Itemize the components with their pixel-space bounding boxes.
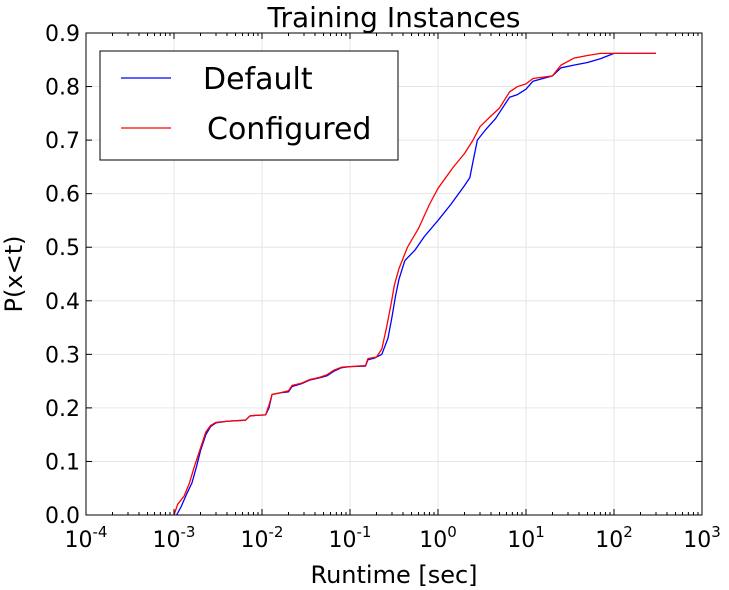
series-line-configured [173,52,656,516]
legend-label-configured: Configured [207,112,371,147]
x-tick-label: 100 [419,523,457,553]
x-tick-label: 102 [595,523,633,553]
x-tick-label: 10-4 [65,523,108,553]
y-tick-label: 0.2 [45,397,80,422]
series-layer [173,52,656,516]
y-tick-label: 0.0 [45,504,80,529]
y-tick-label: 0.5 [45,236,80,261]
legend-box [99,50,399,161]
chart-title: Training Instances [266,1,520,34]
x-tick-label: 101 [507,523,545,553]
y-tick-label: 0.6 [45,183,80,208]
x-tick-label: 10-3 [153,523,196,553]
x-tick-label: 10-2 [241,523,284,553]
y-tick-label: 0.9 [45,22,80,47]
tick-layer: 10-4 10-3 10-2 10-1 100 101 102 103 0.0 0.1 0.2 0.3… [45,22,721,553]
legend: Default Configured [99,50,399,161]
x-axis-title: Runtime [sec] [310,561,477,589]
plot-frame [85,32,703,516]
x-tick-label: 103 [683,523,721,553]
y-tick-label: 0.4 [45,290,80,315]
legend-label-default: Default [203,62,313,97]
x-tick-label: 10-1 [329,523,372,553]
y-axis-title: P(x<t) [0,236,28,313]
y-tick-label: 0.8 [45,76,80,101]
y-tick-label: 0.7 [45,129,80,154]
y-tick-label: 0.1 [45,450,80,475]
y-tick-label: 0.3 [45,343,80,368]
